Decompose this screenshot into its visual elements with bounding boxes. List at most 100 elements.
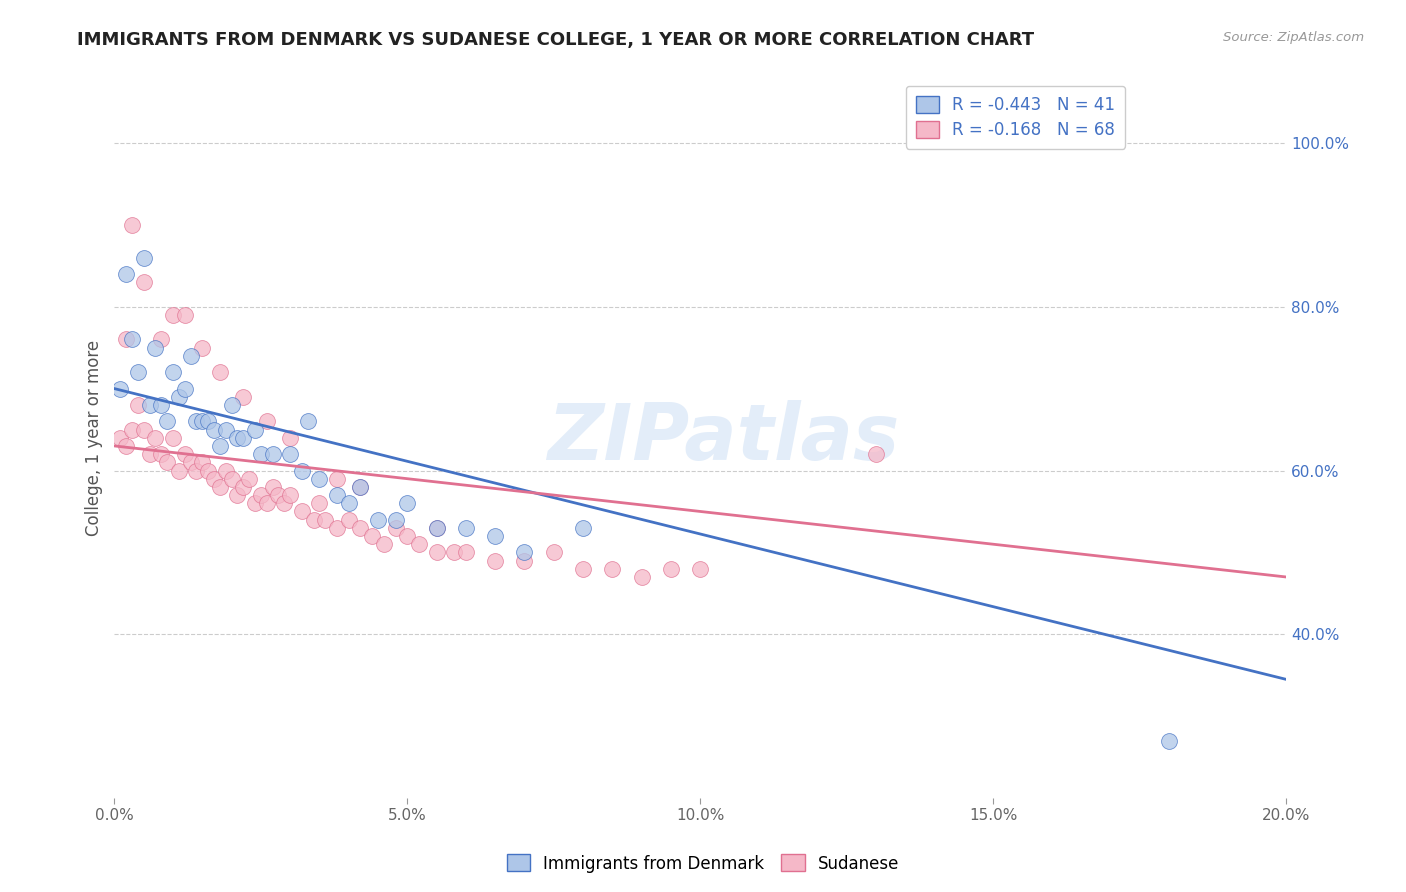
Point: [173, 308, 195, 322]
Point: [138, 398, 160, 412]
Point: [513, 545, 536, 559]
Point: [121, 218, 143, 232]
Text: IMMIGRANTS FROM DENMARK VS SUDANESE COLLEGE, 1 YEAR OR MORE CORRELATION CHART: IMMIGRANTS FROM DENMARK VS SUDANESE COLL…: [77, 31, 1035, 49]
Point: [291, 504, 314, 518]
Point: [262, 447, 284, 461]
Point: [115, 439, 138, 453]
Point: [127, 365, 149, 379]
Point: [278, 488, 301, 502]
Point: [314, 513, 336, 527]
Point: [232, 390, 254, 404]
Point: [167, 463, 190, 477]
Point: [278, 431, 301, 445]
Point: [572, 521, 595, 535]
Point: [162, 308, 184, 322]
Point: [221, 472, 243, 486]
Point: [156, 455, 179, 469]
Point: [865, 447, 887, 461]
Point: [238, 472, 260, 486]
Point: [250, 488, 273, 502]
Point: [243, 496, 266, 510]
Point: [180, 349, 202, 363]
Legend: R = -0.443   N = 41, R = -0.168   N = 68: R = -0.443 N = 41, R = -0.168 N = 68: [905, 86, 1125, 149]
Point: [232, 480, 254, 494]
Legend: Immigrants from Denmark, Sudanese: Immigrants from Denmark, Sudanese: [501, 847, 905, 880]
Point: [138, 447, 160, 461]
Point: [162, 365, 184, 379]
Point: [426, 521, 449, 535]
Point: [127, 398, 149, 412]
Point: [484, 553, 506, 567]
Point: [326, 472, 349, 486]
Point: [513, 553, 536, 567]
Point: [278, 447, 301, 461]
Point: [262, 480, 284, 494]
Point: [396, 496, 419, 510]
Point: [167, 390, 190, 404]
Point: [197, 414, 219, 428]
Point: [572, 562, 595, 576]
Point: [215, 423, 238, 437]
Point: [659, 562, 682, 576]
Point: [396, 529, 419, 543]
Point: [180, 455, 202, 469]
Point: [197, 463, 219, 477]
Point: [384, 521, 406, 535]
Point: [349, 480, 371, 494]
Point: [162, 431, 184, 445]
Point: [361, 529, 384, 543]
Point: [186, 414, 208, 428]
Point: [173, 447, 195, 461]
Point: [191, 414, 214, 428]
Point: [267, 488, 290, 502]
Point: [297, 414, 319, 428]
Point: [156, 414, 179, 428]
Point: [221, 398, 243, 412]
Point: [443, 545, 465, 559]
Point: [232, 431, 254, 445]
Point: [110, 431, 132, 445]
Point: [454, 545, 477, 559]
Point: [602, 562, 624, 576]
Point: [145, 341, 167, 355]
Point: [150, 333, 173, 347]
Point: [426, 545, 449, 559]
Point: [367, 513, 389, 527]
Point: [173, 382, 195, 396]
Point: [326, 488, 349, 502]
Point: [132, 275, 155, 289]
Point: [208, 439, 231, 453]
Point: [115, 333, 138, 347]
Point: [226, 431, 249, 445]
Point: [191, 341, 214, 355]
Point: [630, 570, 652, 584]
Point: [150, 398, 173, 412]
Y-axis label: College, 1 year or more: College, 1 year or more: [86, 340, 103, 536]
Point: [121, 423, 143, 437]
Point: [543, 545, 565, 559]
Point: [337, 496, 360, 510]
Point: [426, 521, 449, 535]
Point: [291, 463, 314, 477]
Point: [308, 472, 330, 486]
Point: [337, 513, 360, 527]
Point: [110, 382, 132, 396]
Point: [132, 423, 155, 437]
Point: [689, 562, 711, 576]
Point: [250, 447, 273, 461]
Text: ZIPatlas: ZIPatlas: [547, 400, 900, 475]
Point: [208, 365, 231, 379]
Point: [243, 423, 266, 437]
Point: [373, 537, 395, 551]
Point: [145, 431, 167, 445]
Point: [308, 496, 330, 510]
Point: [115, 267, 138, 281]
Point: [273, 496, 295, 510]
Point: [226, 488, 249, 502]
Point: [408, 537, 430, 551]
Point: [302, 513, 325, 527]
Text: Source: ZipAtlas.com: Source: ZipAtlas.com: [1223, 31, 1364, 45]
Point: [132, 251, 155, 265]
Point: [202, 472, 225, 486]
Point: [349, 480, 371, 494]
